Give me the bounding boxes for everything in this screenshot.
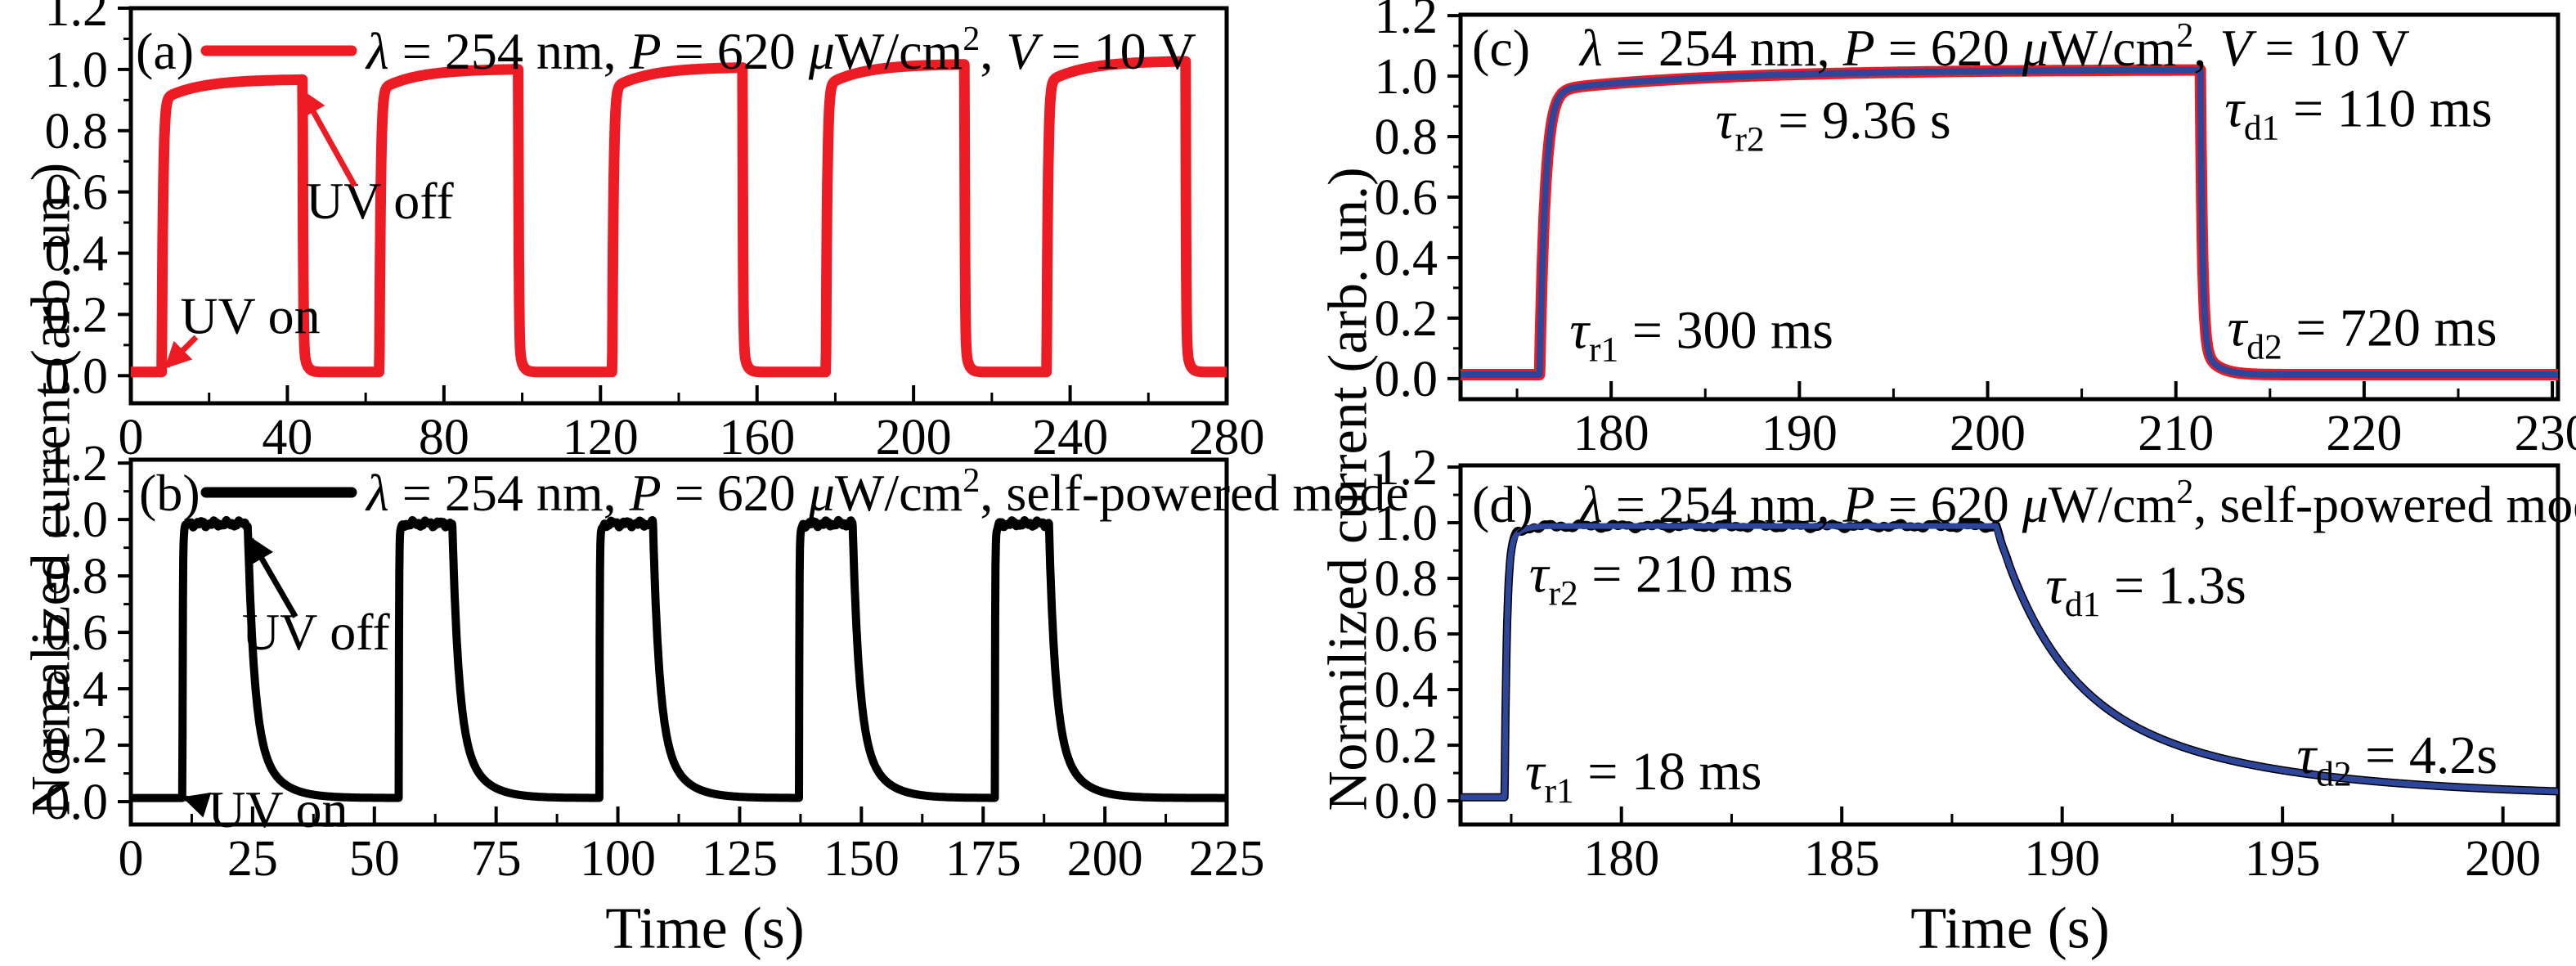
tau-d2-label: τd2 = 4.2s: [2296, 726, 2497, 794]
curve-biexponential-fit: [1461, 523, 2558, 801]
legend-text: λ = 254 nm, P = 620 μW/cm2, V = 10 V: [365, 20, 1196, 80]
y-tick-label: 1.2: [1375, 440, 1438, 496]
x-tick-label: 200: [2465, 831, 2541, 887]
x-tick-label: 180: [1583, 831, 1659, 887]
x-tick-label: 280: [1189, 410, 1265, 465]
y-axis-label-left: Normalized current (arb. un.): [19, 162, 82, 816]
panel-b: 0 25 50 75 100 125 150 175 200 225 0.00.20.40.60.8…: [45, 436, 1409, 887]
y-tick-label: 1.0: [1375, 496, 1438, 551]
y-tick-label: 1.0: [45, 43, 109, 98]
x-tick-label: 125: [702, 831, 778, 887]
x-tick-label: 160: [719, 410, 795, 465]
x-tick-label: 50: [349, 831, 400, 887]
y-tick-label: 1.0: [45, 492, 109, 548]
y-tick-label: 0.4: [1375, 231, 1438, 286]
x-tick-label: 180: [1573, 406, 1649, 461]
y-tick-label: 1.0: [1375, 49, 1438, 105]
y-tick-label: 1.2: [1375, 0, 1438, 44]
legend-text: λ = 254 nm, P = 620 μW/cm2, V = 10 V: [1578, 16, 2410, 77]
y-tick-label: 0.8: [45, 549, 109, 604]
annotation-arrow: [300, 88, 357, 187]
panel-c: 180 190 200 210 220 230 0.00.20.40.60.81.0 1.2 (…: [1375, 0, 2576, 461]
curve-biexponential-fit: [1461, 66, 2558, 378]
x-tick-label: 40: [262, 410, 312, 465]
x-tick-label: 190: [2024, 831, 2100, 887]
y-tick-label: 0.2: [45, 287, 109, 343]
x-tick-label: 75: [471, 831, 522, 887]
annotation-arrow: [248, 536, 298, 618]
y-tick-label: 1.2: [45, 436, 109, 492]
y-tick-label: 0.6: [45, 165, 109, 221]
uv-on-label: UV on: [180, 286, 320, 344]
y-tick-label: 0.2: [1375, 291, 1438, 347]
panel-tag: (b): [139, 464, 200, 522]
y-tick-label: 0.2: [45, 718, 109, 774]
tau-d1-label: τd1 = 110 ms: [2224, 79, 2492, 147]
panel-tag: (a): [136, 22, 194, 80]
x-tick-label: 80: [419, 410, 469, 465]
y-tick-label: 0.6: [45, 605, 109, 661]
x-tick-label: 175: [945, 831, 1021, 887]
x-tick-label: 240: [1032, 410, 1108, 465]
x-tick-label: 220: [2326, 406, 2402, 461]
y-tick-label: 1.2: [45, 0, 109, 37]
y-tick-label: 0.8: [1375, 110, 1438, 165]
uv-off-label: UV off: [242, 603, 390, 661]
x-tick-label: 190: [1761, 406, 1838, 461]
annotation-arrow: [182, 792, 212, 818]
y-tick-label: 0.8: [45, 104, 109, 160]
tau-d2-label: τd2 = 720 ms: [2228, 299, 2497, 367]
y-tick-label: 0.6: [1375, 607, 1438, 663]
x-tick-label: 230: [2515, 406, 2576, 461]
x-tick-label: 0: [119, 831, 144, 887]
x-axis-label-right: Time (s): [1910, 895, 2110, 961]
y-tick-label: 0.2: [1375, 718, 1438, 774]
uv-off-label: UV off: [306, 172, 454, 230]
uv-on-label: UV on: [208, 780, 348, 838]
tau-r2-label: τr2 = 9.36 s: [1716, 91, 1951, 160]
panel-d: 180 185 190 195 200 0.00.20.40.60.81.01.2 (d) λ…: [1375, 440, 2576, 887]
legend-text: λ = 254 nm, P = 620 μW/cm2, self-powered…: [1578, 473, 2576, 533]
x-tick-label: 200: [1067, 831, 1143, 887]
x-tick-label: 210: [2138, 406, 2214, 461]
panel-tag: (c): [1472, 19, 1530, 77]
x-tick-label: 120: [563, 410, 639, 465]
x-tick-label: 225: [1189, 831, 1265, 887]
y-tick-label: 0.6: [1375, 170, 1438, 226]
y-tick-label: 0.4: [45, 662, 109, 717]
tau-d1-label: τd1 = 1.3s: [2045, 555, 2246, 624]
y-tick-label: 0.0: [45, 348, 109, 404]
y-tick-label: 0.8: [1375, 551, 1438, 607]
x-tick-label: 150: [824, 831, 900, 887]
x-tick-label: 200: [876, 410, 952, 465]
curve-photocurrent-self-powered: [131, 515, 1227, 802]
y-tick-label: 0.0: [1375, 774, 1438, 829]
x-tick-label: 200: [1950, 406, 2026, 461]
tau-r1-label: τr1 = 300 ms: [1569, 300, 1833, 369]
panel-tag: (d): [1472, 475, 1533, 533]
x-axis-label-left: Time (s): [605, 895, 805, 961]
x-tick-label: 0: [119, 410, 144, 465]
annotation-arrow: [164, 335, 199, 369]
y-tick-label: 0.4: [1375, 663, 1438, 718]
y-tick-label: 0.0: [1375, 352, 1438, 407]
x-tick-label: 100: [580, 831, 656, 887]
x-tick-label: 185: [1804, 831, 1880, 887]
curve-photocurrent-10V: [131, 56, 1227, 378]
y-axis-label-right: Normilized current (arb. un.): [1316, 167, 1379, 811]
tau-r2-label: τr2 = 210 ms: [1529, 545, 1793, 613]
x-tick-label: 195: [2245, 831, 2321, 887]
y-tick-label: 0.0: [45, 775, 109, 830]
x-tick-label: 25: [227, 831, 278, 887]
legend-text: λ = 254 nm, P = 620 μW/cm2, self-powered…: [365, 461, 1409, 522]
panel-a: 0 40 80 120 160 200 240 280 0.00.20.4 0.60.8 1.0 1.…: [45, 0, 1265, 465]
tau-r1-label: τr1 = 18 ms: [1525, 742, 1762, 811]
y-tick-label: 0.4: [45, 227, 109, 282]
